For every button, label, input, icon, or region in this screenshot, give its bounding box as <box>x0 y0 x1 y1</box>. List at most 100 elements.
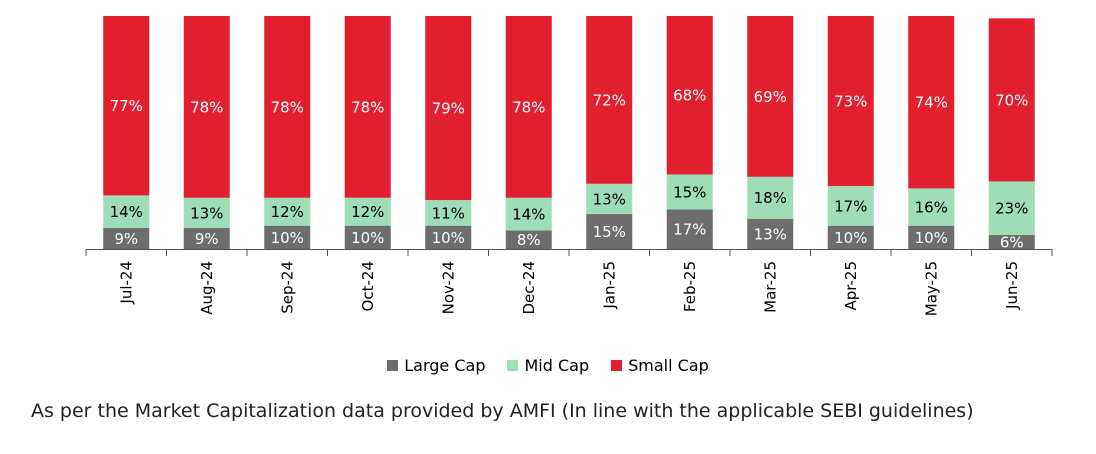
bar-segment-small-cap <box>988 18 1035 182</box>
bar-segment-small-cap <box>103 16 150 196</box>
bar-segment-large-cap <box>747 218 794 249</box>
data-label: 73% <box>834 93 867 111</box>
data-label: 78% <box>271 98 304 116</box>
data-label: 69% <box>754 88 787 106</box>
data-label: 78% <box>512 98 545 116</box>
data-label: 17% <box>834 197 867 215</box>
data-label: 18% <box>754 189 787 207</box>
bar-segment-mid-cap <box>988 181 1035 236</box>
legend-label: Small Cap <box>628 356 709 375</box>
data-label: 6% <box>1000 234 1024 252</box>
bar-segment-large-cap <box>827 225 874 249</box>
bar-segment-small-cap <box>908 16 955 189</box>
bar-segment-large-cap <box>264 225 311 249</box>
bar-segment-small-cap <box>747 16 794 177</box>
bar-segment-mid-cap <box>505 197 552 231</box>
bar-segment-large-cap <box>505 230 552 249</box>
legend-swatch <box>387 360 399 371</box>
data-label: 11% <box>432 204 465 222</box>
bar-segment-large-cap <box>666 209 713 249</box>
data-label: 13% <box>593 190 626 208</box>
data-label: 79% <box>432 100 465 118</box>
data-label: 78% <box>190 98 223 116</box>
data-label: 15% <box>673 183 706 201</box>
legend: Large Cap Mid Cap Small Cap <box>0 356 1096 375</box>
bar-segment-small-cap <box>666 16 713 175</box>
bar-segment-large-cap <box>344 225 391 249</box>
data-label: 13% <box>190 204 223 222</box>
bar-segment-mid-cap <box>264 197 311 226</box>
data-label: 74% <box>915 94 948 112</box>
x-tick-label: Aug-24 <box>198 261 216 315</box>
bar-segment-large-cap <box>988 235 1035 249</box>
bar-segment-mid-cap <box>908 188 955 226</box>
data-label: 10% <box>432 229 465 247</box>
x-tick-label: May-25 <box>922 261 940 316</box>
data-label: 23% <box>995 200 1028 218</box>
bar-segment-small-cap <box>183 16 230 198</box>
legend-swatch <box>507 360 519 371</box>
bar-segment-large-cap <box>103 228 150 249</box>
legend-item: Mid Cap <box>507 356 589 375</box>
data-label: 10% <box>271 229 304 247</box>
data-label: 78% <box>351 98 384 116</box>
legend-label: Mid Cap <box>524 356 590 375</box>
bar-segment-small-cap <box>827 16 874 187</box>
bar-segment-large-cap <box>183 228 230 249</box>
data-label: 8% <box>517 231 541 249</box>
data-label: 13% <box>754 225 787 243</box>
x-tick-label: Jan-25 <box>600 261 618 310</box>
bar-segment-mid-cap <box>747 176 794 219</box>
data-label: 68% <box>673 87 706 105</box>
x-tick-label: Apr-25 <box>842 261 860 311</box>
data-label: 70% <box>995 91 1028 109</box>
bar-segment-large-cap <box>425 225 472 249</box>
bar-segment-small-cap <box>344 16 391 198</box>
data-label: 12% <box>271 203 304 221</box>
data-labels-group: 9% 14% 77% 9% 13% 78% 10% 12% 78% 10% 12% 78% 10% 11%… <box>110 87 1029 252</box>
x-axis-tick-labels: Jul-24 Aug-24 Sep-24 Oct-24 Nov-24 Dec-24 Jan-… <box>117 261 1021 316</box>
data-label: 12% <box>351 203 384 221</box>
bar-segment-large-cap <box>908 225 955 249</box>
data-label: 10% <box>834 229 867 247</box>
bar-segment-mid-cap <box>827 186 874 226</box>
data-label: 9% <box>114 230 138 248</box>
data-label: 77% <box>110 97 143 115</box>
data-label: 9% <box>195 230 219 248</box>
data-label: 10% <box>915 229 948 247</box>
x-tick-label: Dec-24 <box>520 261 538 315</box>
x-tick-label: Oct-24 <box>359 261 377 311</box>
legend-label: Large Cap <box>404 356 486 375</box>
x-tick-label: Jul-24 <box>117 261 135 305</box>
x-tick-label: Nov-24 <box>439 261 457 314</box>
bar-segment-mid-cap <box>586 183 633 215</box>
x-tick-label: Feb-25 <box>681 261 699 312</box>
x-tick-label: Mar-25 <box>761 261 779 313</box>
x-tick-label: Sep-24 <box>278 261 296 314</box>
data-label: 14% <box>512 206 545 224</box>
bar-segment-small-cap <box>586 16 633 184</box>
x-tick-label: Jun-25 <box>1003 261 1021 310</box>
bar-segment-small-cap <box>264 16 311 198</box>
data-label: 14% <box>110 203 143 221</box>
bar-segment-mid-cap <box>344 197 391 226</box>
footnote: As per the Market Capitalization data pr… <box>31 400 974 422</box>
data-label: 16% <box>915 199 948 217</box>
legend-item: Small Cap <box>611 356 709 375</box>
data-label: 72% <box>593 91 626 109</box>
bars-group <box>103 16 1035 249</box>
x-axis-ticks <box>85 249 1053 256</box>
bar-segment-small-cap <box>505 16 552 198</box>
bar-segment-mid-cap <box>103 195 150 229</box>
bar-segment-mid-cap <box>183 197 230 229</box>
bar-segment-small-cap <box>425 16 472 201</box>
legend-item: Large Cap <box>387 356 485 375</box>
data-label: 10% <box>351 229 384 247</box>
legend-swatch <box>611 360 623 371</box>
bar-segment-mid-cap <box>666 174 713 210</box>
data-label: 15% <box>593 223 626 241</box>
bar-segment-mid-cap <box>425 200 472 226</box>
bar-segment-large-cap <box>586 214 633 249</box>
data-label: 17% <box>673 221 706 239</box>
stacked-bar-chart: 9% 14% 77% 9% 13% 78% 10% 12% 78% 10% 12% 78% 10% 11%… <box>85 16 1053 316</box>
